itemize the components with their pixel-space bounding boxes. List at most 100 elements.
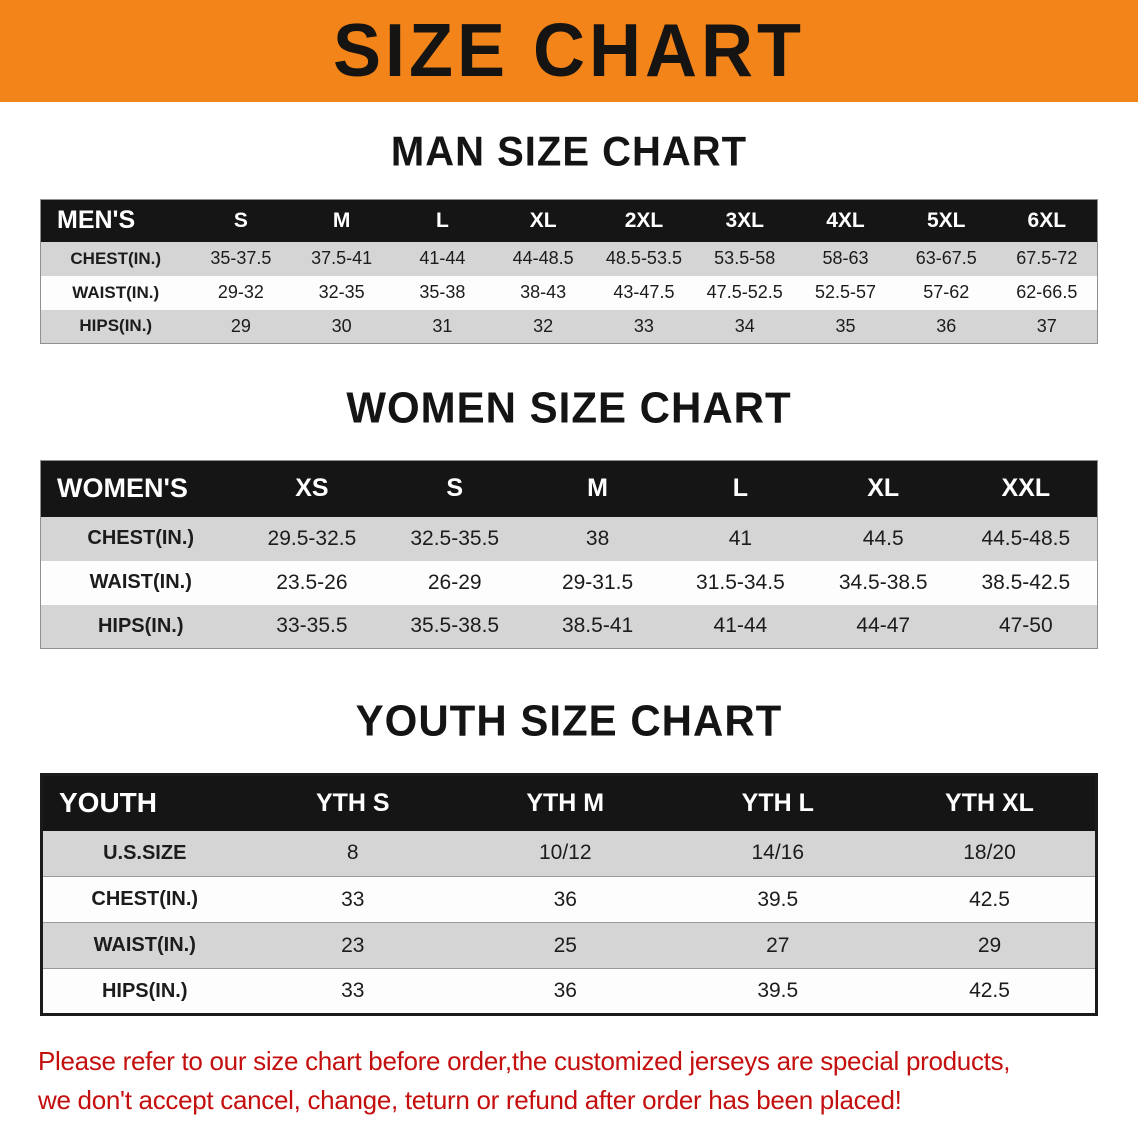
size-chart-section: YOUTH SIZE CHART YOUTH YTH S YTH M YTH L YTH … <box>0 696 1138 1016</box>
table-row: HIPS(IN.) 33-35.5 35.5-38.5 38.5-41 41-44 44-… <box>40 604 1098 649</box>
table-cell: 36 <box>553 979 577 1002</box>
row-label: WAIST(IN.) <box>89 571 192 593</box>
table-cell: 38.5-42.5 <box>981 570 1071 594</box>
table-row: U.S.SIZE 8 10/12 14/16 18/20 <box>41 830 1097 877</box>
row-label: CHEST(IN.) <box>70 248 162 268</box>
table-row: WAIST(IN.) 29-32 32-35 35-38 38-43 43-47.5 47.… <box>40 275 1098 310</box>
table-cell: 18/20 <box>884 830 1097 877</box>
table-cell: 35-38 <box>419 282 466 302</box>
banner-title: SIZE CHART <box>333 9 805 93</box>
table-cell: 35-37.5 <box>210 248 272 268</box>
table-cell: 27 <box>671 922 884 969</box>
size-table: WOMEN'S XS S M L XL XXL CHEST(IN.) 29.5-32.5 32.5… <box>40 460 1098 649</box>
disclaimer-line-2: we don't accept cancel, change, teturn o… <box>38 1085 902 1115</box>
table-cell: 38.5-41 <box>561 614 634 638</box>
table-header-cell: YTH M <box>526 788 605 817</box>
table-cell: 8 <box>246 830 459 877</box>
table-cell: 10/12 <box>459 830 672 877</box>
table-row: WAIST(IN.) 23 25 27 29 <box>41 922 1097 969</box>
table-header-cell: S <box>446 474 464 503</box>
table-header-cell: L <box>732 474 749 503</box>
table-cell: 29-31.5 <box>561 570 634 594</box>
table-cell: 57-62 <box>923 282 970 302</box>
table-group-label: WOMEN'S <box>57 473 188 504</box>
row-label: CHEST(IN.) <box>87 527 195 549</box>
table-cell: 31 <box>432 315 453 336</box>
table-cell: 36 <box>936 315 957 336</box>
table-cell: 30 <box>331 315 352 336</box>
table-cell: 34.5-38.5 <box>838 570 928 594</box>
table-header-cell: 4XL <box>826 208 865 232</box>
table-cell: 36 <box>459 876 672 923</box>
table-cell: 33 <box>246 876 459 923</box>
table-cell: 41 <box>728 526 753 550</box>
table-row: HIPS(IN.) 29 30 31 32 33 34 35 36 37 <box>40 309 1098 344</box>
table-cell: 63-67.5 <box>915 248 977 268</box>
row-label: HIPS(IN.) <box>101 979 188 1002</box>
table-cell: 53.5-58 <box>714 248 776 268</box>
table-header-cell: S <box>233 208 248 232</box>
row-label: HIPS(IN.) <box>97 614 184 637</box>
table-header-cell: YTH XL <box>945 788 1034 817</box>
table-cell: 33-35.5 <box>276 614 348 638</box>
disclaimer: Please refer to our size chart before or… <box>0 1042 1138 1120</box>
table-header-cell: XL <box>867 474 900 503</box>
table-cell: 52.5-57 <box>814 282 876 302</box>
row-label: HIPS(IN.) <box>79 316 153 336</box>
table-header-row: WOMEN'S XS S M L XL XXL <box>40 460 1098 517</box>
table-cell: 32.5-35.5 <box>410 526 500 550</box>
table-header-cell: 5XL <box>926 208 966 232</box>
disclaimer-line-1: Please refer to our size chart before or… <box>38 1046 1011 1076</box>
table-cell: 38 <box>585 526 610 550</box>
table-cell: 44.5-48.5 <box>981 526 1071 550</box>
table-cell: 38-43 <box>520 282 567 302</box>
table-cell: 33 <box>633 315 654 336</box>
table-cell: 67.5-72 <box>1016 248 1078 268</box>
row-label: CHEST(IN.) <box>41 876 247 923</box>
table-header-cell: XXL <box>1001 474 1051 503</box>
table-cell: 35 <box>835 315 856 336</box>
table-row: HIPS(IN.) 33 36 39.5 42.5 <box>41 968 1097 1015</box>
table-header-cell: XL <box>529 208 557 232</box>
table-header-row: YOUTH YTH S YTH M YTH L YTH XL <box>41 774 1097 831</box>
size-chart-sections: MAN SIZE CHART MEN'S S M L XL 2XL 3XL 4XL 5XL 6XL C… <box>0 129 1138 1016</box>
table-group-label: MEN'S <box>57 206 136 235</box>
table-cell: 48.5-53.5 <box>605 248 682 268</box>
table-cell: 29.5-32.5 <box>267 526 357 550</box>
table-header-cell: M <box>587 474 608 503</box>
size-chart-section: WOMEN SIZE CHART WOMEN'S XS S M L XL XXL CHEST(I… <box>0 383 1138 649</box>
table-cell: 41-44 <box>419 248 466 268</box>
table-row: CHEST(IN.) 29.5-32.5 32.5-35.5 38 41 44.5 44.5… <box>40 516 1098 561</box>
table-cell: 41-44 <box>713 614 768 638</box>
table-cell: 39.5 <box>671 876 884 923</box>
table-cell: 26-29 <box>427 570 482 594</box>
table-cell: 44-47 <box>856 614 911 638</box>
table-cell: 34 <box>734 315 755 336</box>
table-cell: 39.5 <box>757 979 799 1002</box>
table-cell: 42.5 <box>969 979 1010 1002</box>
section-title: YOUTH SIZE CHART <box>355 696 783 745</box>
table-header-cell: 2XL <box>624 208 664 232</box>
table-cell: 29 <box>230 315 251 336</box>
table-cell: 35.5-38.5 <box>410 614 500 638</box>
table-cell: 58-63 <box>822 248 869 268</box>
size-chart-section: MAN SIZE CHART MEN'S S M L XL 2XL 3XL 4XL 5XL 6XL C… <box>0 129 1138 344</box>
table-header-cell: XS <box>295 474 329 503</box>
table-header-cell: 6XL <box>1027 208 1067 232</box>
table-cell: 32-35 <box>318 282 365 302</box>
row-label: WAIST(IN.) <box>41 922 247 969</box>
table-cell: 44.5 <box>862 526 904 550</box>
table-row: WAIST(IN.) 23.5-26 26-29 29-31.5 31.5-34.5 34… <box>40 560 1098 605</box>
table-cell: 29-32 <box>217 282 264 302</box>
table-cell: 23.5-26 <box>276 570 348 594</box>
table-cell: 32 <box>533 315 554 336</box>
table-header-cell: L <box>436 208 449 232</box>
table-cell: 25 <box>459 922 672 969</box>
table-cell: 37.5-41 <box>311 248 373 268</box>
size-table: MEN'S S M L XL 2XL 3XL 4XL 5XL 6XL CHEST(IN.) 35-37… <box>40 199 1098 344</box>
table-cell: 29 <box>884 922 1097 969</box>
table-cell: 42.5 <box>884 876 1097 923</box>
row-label: WAIST(IN.) <box>72 282 160 302</box>
table-header-row: MEN'S S M L XL 2XL 3XL 4XL 5XL 6XL <box>40 199 1098 242</box>
table-row: CHEST(IN.) 33 36 39.5 42.5 <box>41 876 1097 923</box>
